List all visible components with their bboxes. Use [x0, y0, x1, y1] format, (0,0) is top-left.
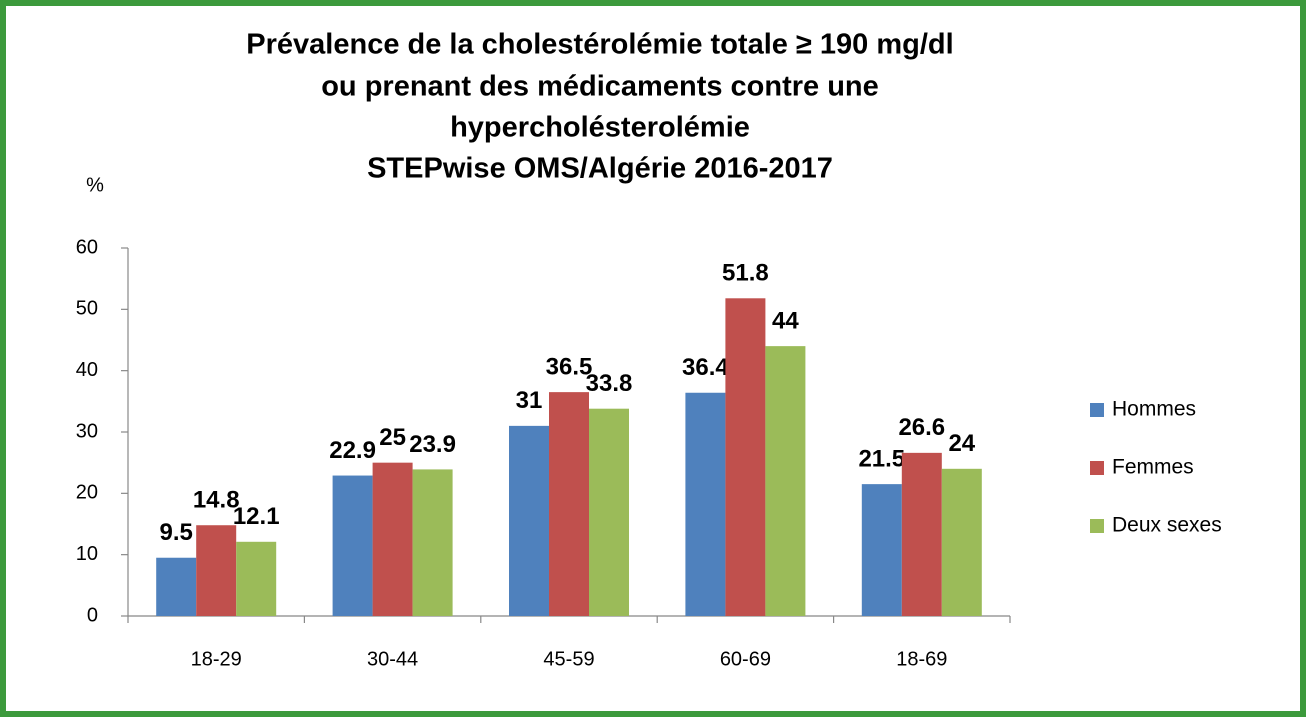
data-label: 26.6: [898, 414, 945, 441]
chart-title: ou prenant des médicaments contre une: [321, 71, 879, 103]
chart-title: Prévalence de la cholestérolémie totale …: [246, 29, 953, 61]
bar: [725, 298, 766, 616]
y-tick-label: 20: [76, 482, 98, 504]
x-tick-label: 45-59: [543, 648, 594, 670]
chart-title: hypercholésterolémie: [450, 112, 750, 144]
bar: [765, 346, 806, 616]
bar: [685, 392, 726, 616]
data-label: 31: [516, 387, 543, 414]
legend-label: Deux sexes: [1112, 514, 1222, 537]
y-tick-label: 60: [76, 236, 98, 258]
legend-label: Hommes: [1112, 398, 1196, 421]
data-label: 25: [379, 424, 406, 451]
data-label: 36.4: [682, 354, 729, 381]
bar: [861, 484, 902, 616]
y-tick-label: 10: [76, 543, 98, 565]
data-label: 9.5: [160, 519, 193, 546]
legend-swatch: [1090, 519, 1104, 533]
bar: [941, 468, 982, 616]
bar: [549, 392, 589, 616]
bar: [156, 557, 197, 616]
x-tick-label: 30-44: [367, 648, 418, 670]
data-label: 21.5: [858, 445, 905, 472]
bar: [589, 408, 629, 616]
data-label: 22.9: [329, 437, 376, 464]
bar: [509, 425, 549, 616]
bar: [332, 475, 373, 616]
bar: [236, 541, 277, 616]
y-axis-label: %: [86, 174, 104, 196]
bar: [196, 525, 237, 616]
y-tick-label: 40: [76, 359, 98, 381]
chart-title: STEPwise OMS/Algérie 2016-2017: [367, 153, 833, 185]
data-label: 23.9: [409, 431, 456, 458]
data-label: 24: [948, 430, 975, 457]
data-label: 44: [772, 307, 799, 334]
bar: [372, 462, 413, 616]
data-label: 12.1: [233, 503, 280, 530]
legend-swatch: [1090, 403, 1104, 417]
data-label: 14.8: [193, 487, 240, 514]
x-tick-label: 18-69: [896, 648, 947, 670]
data-label: 33.8: [586, 370, 633, 397]
data-label: 36.5: [546, 353, 593, 380]
data-label: 51.8: [722, 260, 769, 287]
y-tick-label: 50: [76, 298, 98, 320]
y-tick-label: 30: [76, 420, 98, 442]
legend-swatch: [1090, 461, 1104, 475]
x-tick-label: 60-69: [720, 648, 771, 670]
legend-label: Femmes: [1112, 456, 1194, 479]
x-tick-label: 18-29: [191, 648, 242, 670]
y-tick-label: 0: [87, 604, 98, 626]
bar: [412, 469, 453, 616]
bar: [901, 452, 942, 616]
